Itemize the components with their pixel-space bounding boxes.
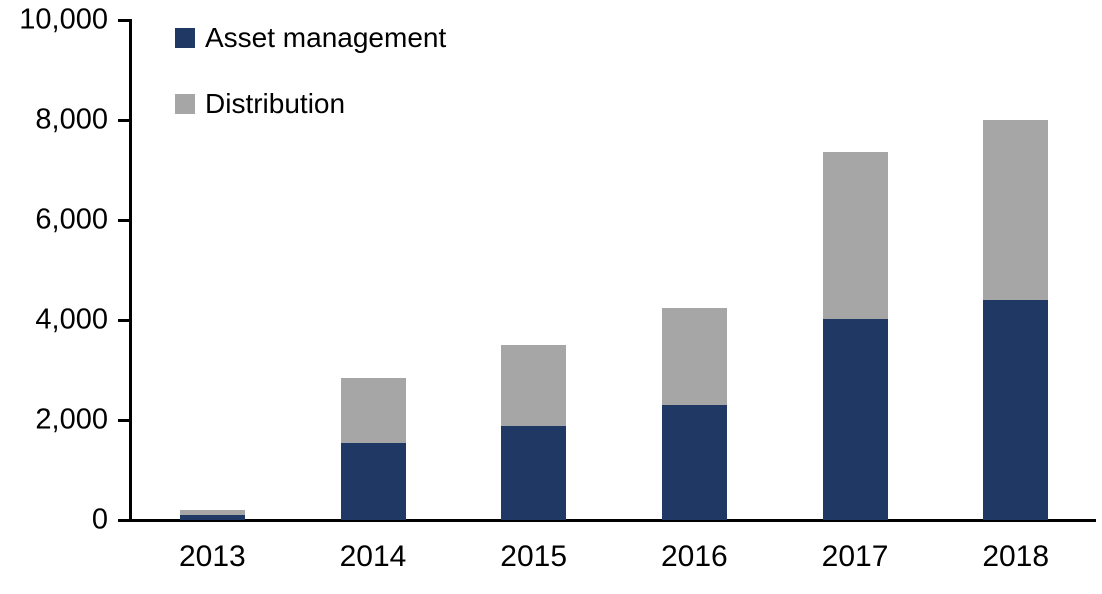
y-tick-label: 4,000 [35,303,108,336]
x-tick-label-2017: 2017 [821,540,889,573]
plot-area [132,20,1096,520]
y-tick-label: 6,000 [35,203,108,236]
bar-slot-2018 [935,20,1096,520]
y-tick-mark [118,418,130,422]
bar-stack-2016 [661,308,727,520]
bar-segment-asset-management-2014 [340,443,406,520]
x-tick-label-2018: 2018 [982,540,1050,573]
y-tick-mark [118,318,130,322]
bar-segment-distribution-2018 [983,120,1049,300]
y-tick-mark [118,218,130,222]
x-tick-label-2014: 2014 [339,540,407,573]
bar-stack-2015 [501,345,567,520]
legend-item-asset-management: Asset management [175,22,446,54]
legend-swatch-asset-management-icon [175,28,195,48]
bar-stack-2013 [179,510,245,520]
y-tick-label: 0 [91,503,108,536]
legend-swatch-distribution-icon [175,94,195,114]
x-tick-label-2013: 2013 [178,540,246,573]
bar-segment-asset-management-2013 [179,515,245,520]
x-axis-labels: 2013 2014 2015 2016 2017 2018 [132,536,1096,578]
bar-segment-distribution-2015 [501,345,567,426]
bar-segment-distribution-2014 [340,378,406,443]
bar-segment-distribution-2016 [661,308,727,405]
y-tick-mark [118,118,130,122]
bar-stack-2017 [822,151,888,520]
bar-stack-2018 [983,120,1049,520]
y-axis-line [129,19,132,522]
legend-label-distribution: Distribution [205,88,346,119]
bar-segment-distribution-2013 [179,510,245,515]
bar-segment-distribution-2017 [822,151,888,319]
y-tick-mark [118,18,130,22]
bar-segment-asset-management-2018 [983,300,1049,520]
x-tick-label-2015: 2015 [500,540,568,573]
bar-slot-2017 [775,20,936,520]
x-axis-line [118,519,1096,522]
y-tick-mark [118,518,130,522]
bar-segment-asset-management-2015 [501,426,567,520]
legend-item-distribution: Distribution [175,88,446,120]
x-tick-label-2016: 2016 [660,540,728,573]
legend-label-asset-management: Asset management [205,22,447,53]
y-tick-label: 2,000 [35,403,108,436]
bar-slot-2015 [453,20,614,520]
bar-segment-asset-management-2016 [661,405,727,520]
bar-segment-asset-management-2017 [822,318,888,520]
y-tick-label: 10,000 [19,3,108,36]
y-tick-label: 8,000 [35,103,108,136]
bar-slot-2014 [293,20,454,520]
bar-slot-2016 [614,20,775,520]
bar-stack-2014 [340,378,406,520]
bar-slot-2013 [132,20,293,520]
legend: Asset management Distribution [175,22,446,154]
